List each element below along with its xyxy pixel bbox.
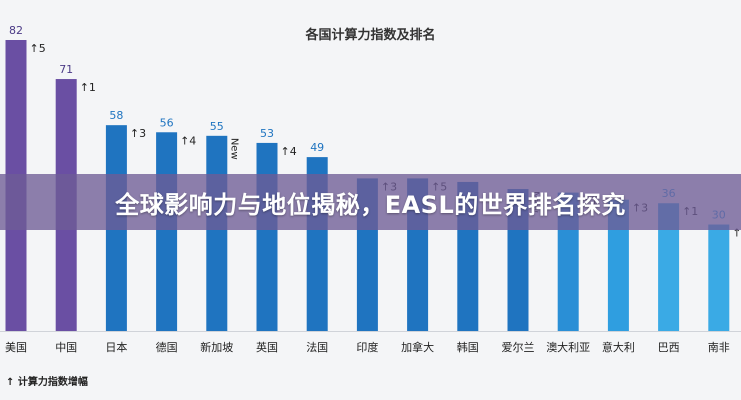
category-label-13: 巴西 xyxy=(658,341,680,354)
value-label-2: 58 xyxy=(109,109,123,122)
rank-change-0: ↑5 xyxy=(30,42,46,55)
category-label-12: 意大利 xyxy=(602,340,635,354)
rank-change-1: ↑1 xyxy=(80,81,96,94)
value-label-4: 55 xyxy=(210,120,224,133)
category-label-6: 法国 xyxy=(306,340,328,354)
category-label-10: 爱尔兰 xyxy=(502,341,535,354)
rank-change-5: ↑4 xyxy=(281,145,297,158)
rank-change-4: New xyxy=(228,138,239,160)
category-label-2: 日本 xyxy=(105,340,127,354)
bar-12 xyxy=(607,199,629,331)
category-label-1: 中国 xyxy=(55,341,77,354)
category-label-0: 美国 xyxy=(5,341,27,354)
value-label-0: 82 xyxy=(9,24,23,37)
value-label-6: 49 xyxy=(310,141,324,154)
banner-title: 全球影响力与地位揭秘，EASL的世界排名探究 xyxy=(115,190,626,219)
value-label-1: 71 xyxy=(59,63,73,76)
category-label-5: 英国 xyxy=(256,340,278,354)
category-label-14: 南非 xyxy=(708,341,730,354)
rank-change-14: ↑4 xyxy=(732,227,741,240)
rank-change-3: ↑4 xyxy=(180,134,196,147)
bar-13 xyxy=(658,203,680,331)
category-label-7: 印度 xyxy=(356,340,378,354)
category-label-11: 澳大利亚 xyxy=(546,340,590,354)
category-label-8: 加拿大 xyxy=(401,340,434,354)
title-banner: 全球影响力与地位揭秘，EASL的世界排名探究 xyxy=(0,174,741,230)
rank-change-2: ↑3 xyxy=(130,127,146,140)
category-label-9: 韩国 xyxy=(457,340,479,354)
bar-4 xyxy=(206,135,228,331)
bar-3 xyxy=(156,132,178,331)
category-label-3: 德国 xyxy=(156,340,178,354)
bar-14 xyxy=(708,224,730,331)
value-label-3: 56 xyxy=(160,116,174,129)
legend-note: ↑ 计算力指数增幅 xyxy=(6,377,88,388)
category-label-4: 新加坡 xyxy=(200,340,233,354)
bar-5 xyxy=(256,142,278,331)
value-label-5: 53 xyxy=(260,127,274,140)
chart-title: 各国计算力指数及排名 xyxy=(305,28,436,43)
